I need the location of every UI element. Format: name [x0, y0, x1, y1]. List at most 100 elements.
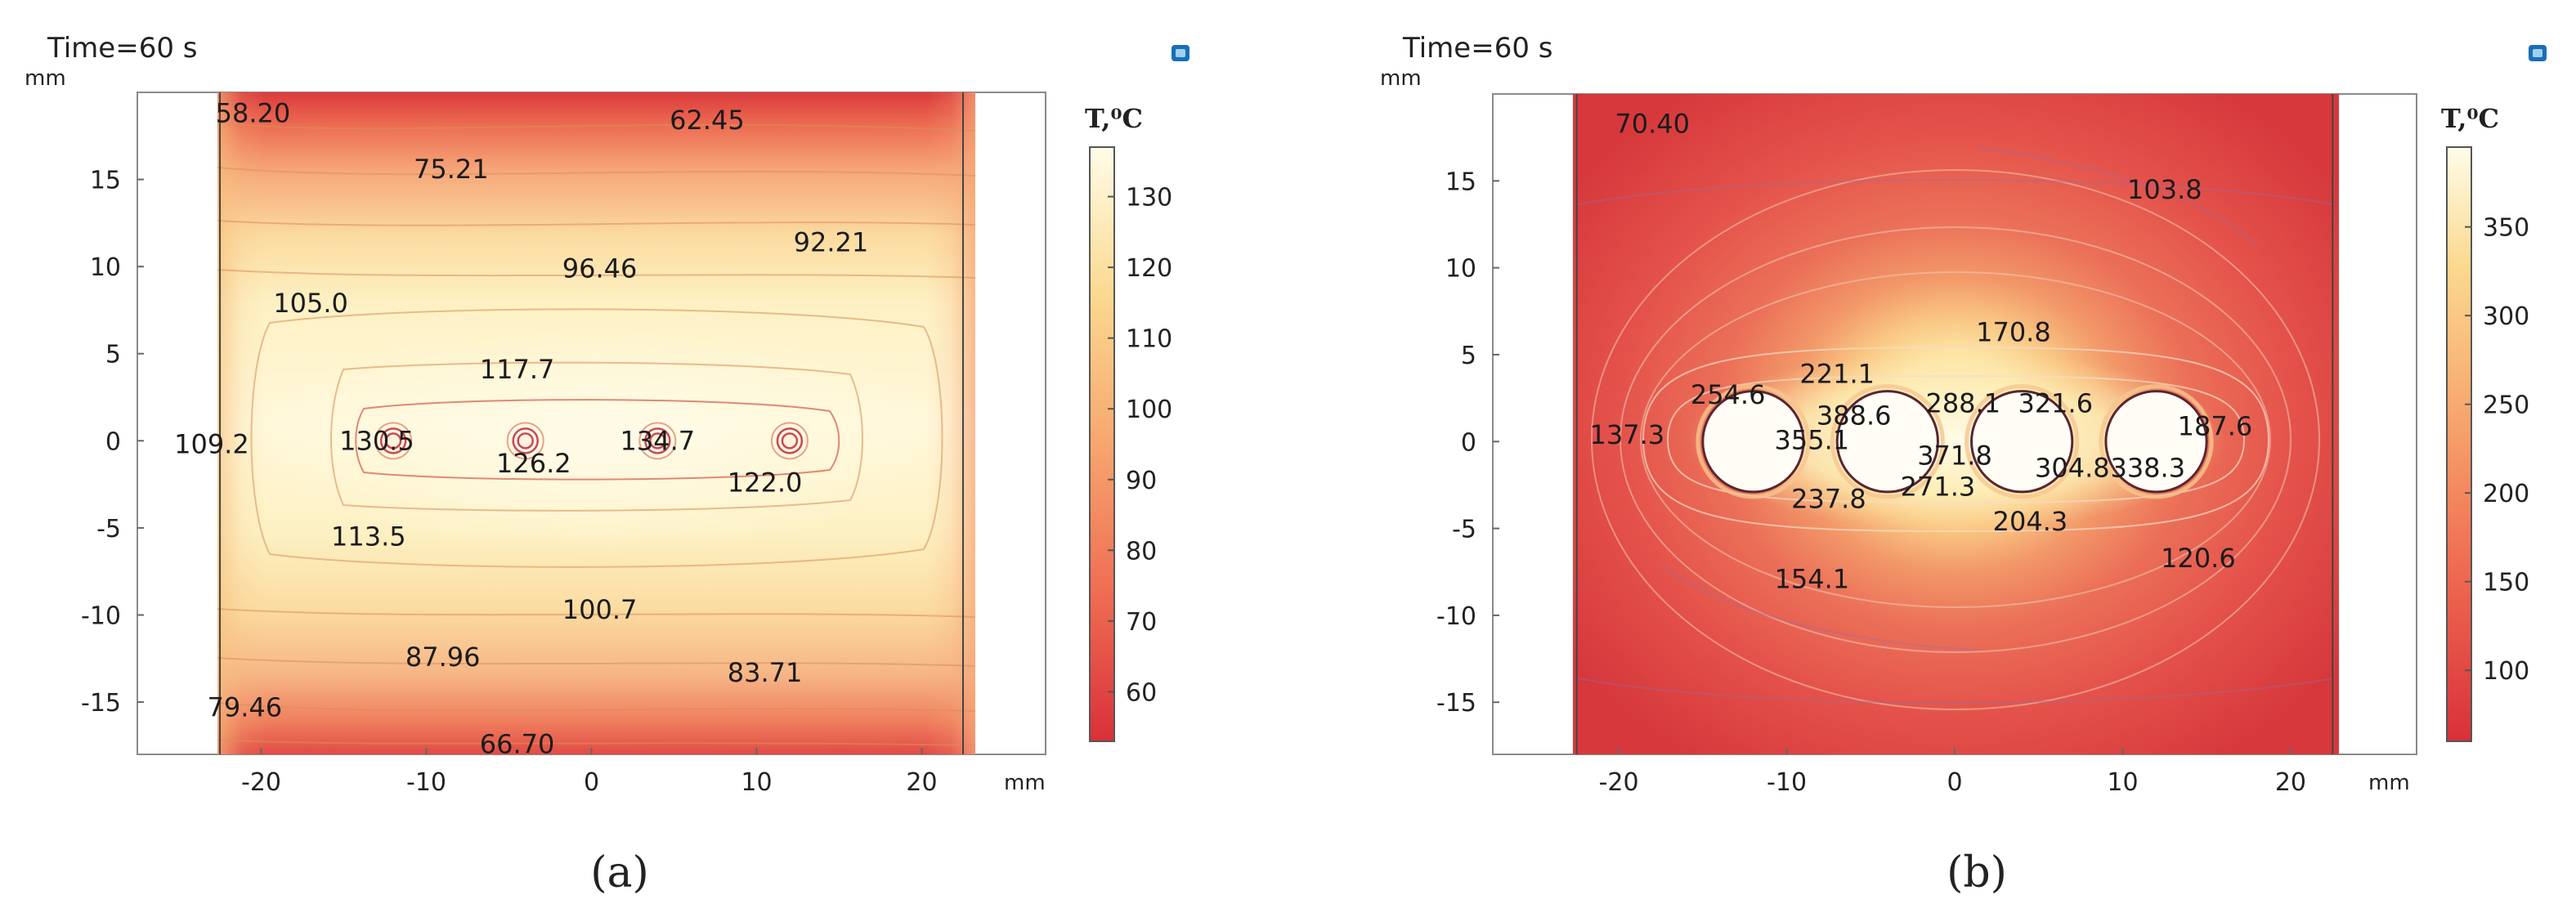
contour-label: 87.96	[405, 642, 481, 673]
x-tick-label: 20	[906, 768, 937, 797]
panel-a-y-unit-label: mm	[25, 66, 66, 91]
y-tick-label: -5	[96, 515, 121, 543]
y-tick-label: -10	[81, 602, 121, 630]
colorbar-tick-label: 120	[1126, 254, 1172, 283]
contour-label: 113.5	[331, 521, 406, 552]
panel-b-contour-labels: 70.40 103.8 170.8 221.1 254.6 388.6 288.1 321.6…	[1590, 108, 2253, 594]
snapshot-icon[interactable]	[2529, 45, 2547, 61]
colorbar-tick-label: 100	[2483, 657, 2529, 686]
panel-a-temperature-field	[217, 92, 975, 754]
contour-label: 79.46	[207, 692, 282, 723]
y-tick-label: 5	[1461, 342, 1476, 370]
y-tick-label: 10	[90, 253, 121, 282]
contour-label: 122.0	[728, 467, 803, 499]
colorbar-tick-label: 300	[2483, 302, 2529, 331]
colorbar-tick-label: 80	[1126, 537, 1157, 566]
heat-source-2	[1835, 390, 1939, 494]
x-tick-label: -10	[406, 768, 446, 797]
y-tick-label: 10	[1445, 255, 1476, 284]
contour-label: 204.3	[1993, 506, 2068, 537]
caption-a: (a)	[590, 848, 649, 897]
panel-b-colorbar-title: T,⁰C	[2441, 103, 2499, 134]
contour-label: 237.8	[1791, 484, 1866, 515]
x-tick-label: 10	[2107, 768, 2138, 797]
contour-label: 96.46	[562, 253, 638, 284]
contour-label: 83.71	[728, 657, 803, 688]
contour-label: 130.5	[339, 425, 414, 456]
panel-b-y-axis: 15 10 5 0 -5 -10 -15	[1436, 168, 1499, 718]
panel-a-x-unit-label: mm	[1004, 771, 1046, 795]
panel-b: Time=60 s mm	[1380, 32, 2547, 897]
heat-source-2	[506, 422, 544, 460]
contour-label: 371.8	[1917, 440, 1992, 471]
contour-label: 120.6	[2161, 543, 2236, 574]
y-tick-label: 5	[105, 341, 121, 369]
panel-b-title: Time=60 s	[1402, 32, 1552, 65]
panel-a-title: Time=60 s	[47, 32, 197, 65]
contour-label: 137.3	[1590, 419, 1665, 450]
contour-label: 154.1	[1775, 563, 1850, 594]
heat-source-1	[374, 422, 413, 460]
contour-label: 321.6	[2018, 388, 2093, 419]
panel-b-colorbar	[2446, 146, 2472, 742]
colorbar-tick-label: 200	[2483, 480, 2529, 508]
contour-label: 100.7	[562, 594, 638, 625]
y-tick-label: -15	[81, 689, 121, 718]
contour-label: 75.21	[414, 154, 489, 185]
contour-label: 221.1	[1799, 358, 1875, 389]
panel-b-x-axis: -20 -10 0 10 20	[1599, 748, 2306, 797]
contour-label: 388.6	[1817, 400, 1892, 431]
panel-b-x-unit-label: mm	[2368, 771, 2410, 795]
colorbar-tick-label: 110	[1126, 325, 1172, 354]
contour-label: 117.7	[480, 354, 555, 385]
contour-label: 288.1	[1925, 388, 2000, 419]
panel-a: Time=60 s mm	[25, 32, 1189, 897]
y-tick-label: 15	[1445, 168, 1476, 196]
colorbar-tick-label: 60	[1126, 678, 1157, 707]
contour-label: 105.0	[273, 288, 348, 319]
contour-label: 103.8	[2127, 174, 2202, 205]
caption-b: (b)	[1947, 848, 2007, 897]
panel-b-y-unit-label: mm	[1380, 66, 1422, 91]
contour-label: 92.21	[794, 226, 869, 257]
snapshot-icon[interactable]	[1172, 45, 1189, 61]
heat-source-3	[1970, 390, 2074, 494]
panel-a-colorbar-ticks: 130 120 110 100 90 80 70 60	[1108, 184, 1172, 707]
panel-b-heat-sources	[1575, 94, 2334, 754]
contour-label: 271.3	[1901, 472, 1976, 503]
y-tick-label: -5	[1452, 516, 1476, 544]
contour-label: 338.3	[2110, 452, 2185, 483]
x-tick-label: 0	[584, 768, 599, 797]
x-tick-label: -10	[1767, 768, 1807, 797]
y-tick-label: 15	[90, 167, 121, 195]
panel-b-temperature-field	[1573, 94, 2339, 754]
y-tick-label: -10	[1436, 602, 1476, 631]
colorbar-tick-label: 150	[2483, 569, 2529, 597]
y-tick-label: 0	[1461, 428, 1476, 457]
colorbar-tick-label: 130	[1126, 184, 1172, 212]
contour-label: 304.8	[2035, 452, 2110, 483]
panel-b-colorbar-ticks: 350 300 250 200 150 100	[2465, 214, 2529, 686]
x-tick-label: 20	[2275, 768, 2306, 797]
x-tick-label: -20	[241, 768, 281, 797]
y-tick-label: 0	[105, 427, 121, 456]
contour-label: 109.2	[174, 429, 249, 460]
contour-label: 70.40	[1615, 108, 1690, 139]
contour-label: 187.6	[2178, 410, 2253, 441]
colorbar-tick-label: 250	[2483, 391, 2529, 420]
heat-source-4	[770, 422, 809, 460]
heat-source-4	[2104, 390, 2208, 494]
x-tick-label: -20	[1599, 768, 1639, 797]
colorbar-tick-label: 90	[1126, 467, 1157, 495]
contour-label: 170.8	[1976, 316, 2051, 347]
contour-label: 254.6	[1691, 379, 1766, 410]
contour-label: 62.45	[670, 105, 745, 136]
colorbar-tick-label: 100	[1126, 396, 1172, 424]
colorbar-tick-label: 350	[2483, 214, 2529, 243]
y-tick-label: -15	[1436, 689, 1476, 718]
contour-label: 355.1	[1775, 424, 1850, 455]
panel-a-colorbar-title: T,⁰C	[1085, 103, 1143, 134]
colorbar-tick-label: 70	[1126, 608, 1157, 637]
panel-a-colorbar	[1089, 146, 1115, 742]
